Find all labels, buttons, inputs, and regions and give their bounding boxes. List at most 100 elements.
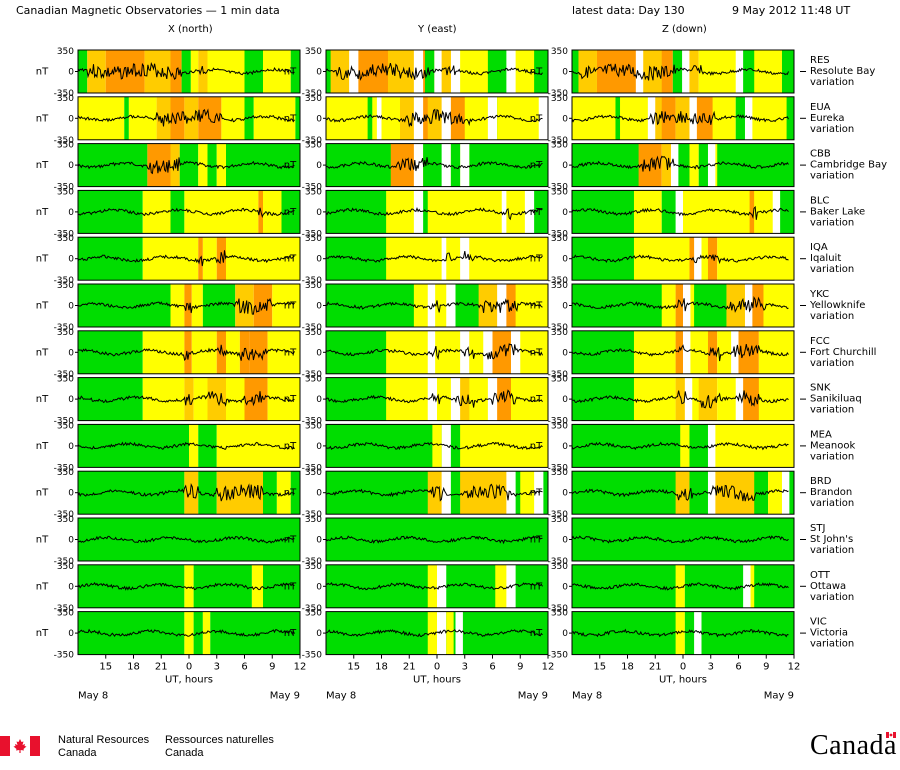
y-tick-label: 350 — [57, 281, 74, 291]
y-tick-label: -350 — [302, 557, 323, 567]
latest-data-date: 9 May 2012 11:48 UT — [732, 4, 850, 17]
y-tick-label: 0 — [562, 161, 568, 171]
station-kind: variation — [810, 451, 854, 462]
x-tick-label: 9 — [517, 662, 523, 673]
y-tick-label: 0 — [562, 114, 568, 124]
activity-band — [198, 96, 222, 140]
station-code: MEA — [810, 429, 832, 440]
y-tick-label: 350 — [305, 468, 322, 478]
y-tick-label: 0 — [562, 629, 568, 639]
y-tick-label: 0 — [562, 395, 568, 405]
station-kind: variation — [810, 358, 854, 369]
x-tick-label: 9 — [763, 662, 769, 673]
y-unit-label: nT — [36, 160, 49, 171]
y-unit-label: nT — [530, 207, 543, 218]
y-unit-label: nT — [36, 113, 49, 124]
activity-band — [189, 424, 199, 468]
y-tick-label: 350 — [57, 562, 74, 572]
y-unit-label: nT — [36, 394, 49, 405]
variation-trace — [571, 628, 789, 638]
variation-trace — [325, 206, 543, 221]
y-unit-label: nT — [284, 160, 297, 171]
y-tick-label: 350 — [551, 94, 568, 104]
y-tick-label: 350 — [57, 94, 74, 104]
activity-band — [290, 471, 300, 515]
y-tick-label: 0 — [68, 629, 74, 639]
y-tick-label: -350 — [548, 651, 569, 661]
variation-trace — [325, 582, 543, 591]
variation-trace — [77, 628, 295, 637]
activity-band — [400, 96, 414, 140]
activity-band — [572, 237, 642, 281]
x-tick-label: 6 — [489, 662, 495, 673]
activity-band — [694, 284, 727, 327]
activity-band — [689, 50, 699, 93]
variation-trace — [77, 483, 295, 502]
y-unit-label: nT — [284, 301, 297, 312]
activity-band — [446, 237, 461, 281]
activity-band — [239, 330, 250, 374]
activity-band — [221, 96, 245, 140]
y-tick-label: 350 — [551, 47, 568, 57]
activity-band — [740, 330, 759, 374]
y-unit-label: nT — [36, 207, 49, 218]
station-code: BLC — [810, 195, 829, 206]
activity-band — [495, 564, 507, 608]
station-name: Fort Churchill — [810, 347, 876, 358]
x-tick-label: 0 — [680, 662, 686, 673]
y-tick-label: -350 — [548, 276, 569, 286]
y-tick-label: 0 — [316, 255, 322, 265]
y-tick-label: 0 — [316, 536, 322, 546]
variation-trace — [77, 62, 295, 80]
x-axis-title: UT, hours — [659, 675, 707, 686]
y-tick-label: 0 — [68, 442, 74, 452]
x-axis-title: UT, hours — [165, 675, 213, 686]
activity-band — [754, 50, 782, 93]
activity-band — [330, 50, 350, 93]
y-tick-label: -350 — [302, 370, 323, 380]
y-tick-label: 0 — [562, 68, 568, 78]
activity-band — [263, 564, 300, 608]
department-name-en: Natural Resources Canada — [58, 734, 149, 760]
y-tick-label: 350 — [551, 187, 568, 197]
y-tick-label: 0 — [68, 302, 74, 312]
activity-band — [198, 471, 217, 515]
y-unit-label: nT — [36, 488, 49, 499]
y-unit-label: nT — [530, 581, 543, 592]
activity-band — [390, 143, 414, 187]
variation-trace — [77, 108, 295, 127]
x-tick-label: 6 — [241, 662, 247, 673]
variation-trace — [77, 535, 295, 544]
department-name-fr-line2: Canada — [165, 747, 204, 759]
y-tick-label: -350 — [548, 604, 569, 614]
activity-band — [216, 143, 226, 187]
y-unit-label: nT — [284, 488, 297, 499]
activity-band — [170, 96, 185, 140]
x-tick-label: 18 — [621, 662, 634, 673]
y-tick-label: -350 — [54, 323, 75, 333]
station-code: FCC — [810, 336, 830, 347]
station-kind: variation — [810, 124, 854, 135]
date-left: May 8 — [78, 691, 108, 702]
activity-band — [450, 143, 461, 187]
y-unit-label: nT — [284, 67, 297, 78]
station-name: Meanook — [810, 440, 855, 451]
activity-band — [437, 377, 451, 421]
y-unit-label: nT — [530, 347, 543, 358]
y-unit-label: nT — [36, 254, 49, 265]
activity-band — [191, 284, 203, 327]
variation-trace — [325, 389, 543, 408]
y-tick-label: -350 — [302, 651, 323, 661]
y-tick-label: 350 — [551, 281, 568, 291]
activity-band — [263, 471, 277, 515]
y-tick-label: -350 — [54, 183, 75, 193]
station-name: St John's — [810, 534, 853, 545]
activity-band — [675, 377, 685, 421]
activity-band — [276, 471, 291, 515]
activity-band — [789, 471, 794, 515]
wordmark-flag-icon — [886, 732, 896, 738]
activity-band — [683, 190, 757, 234]
activity-band — [464, 96, 488, 140]
x-tick-label: 15 — [347, 662, 360, 673]
x-tick-label: 0 — [186, 662, 192, 673]
